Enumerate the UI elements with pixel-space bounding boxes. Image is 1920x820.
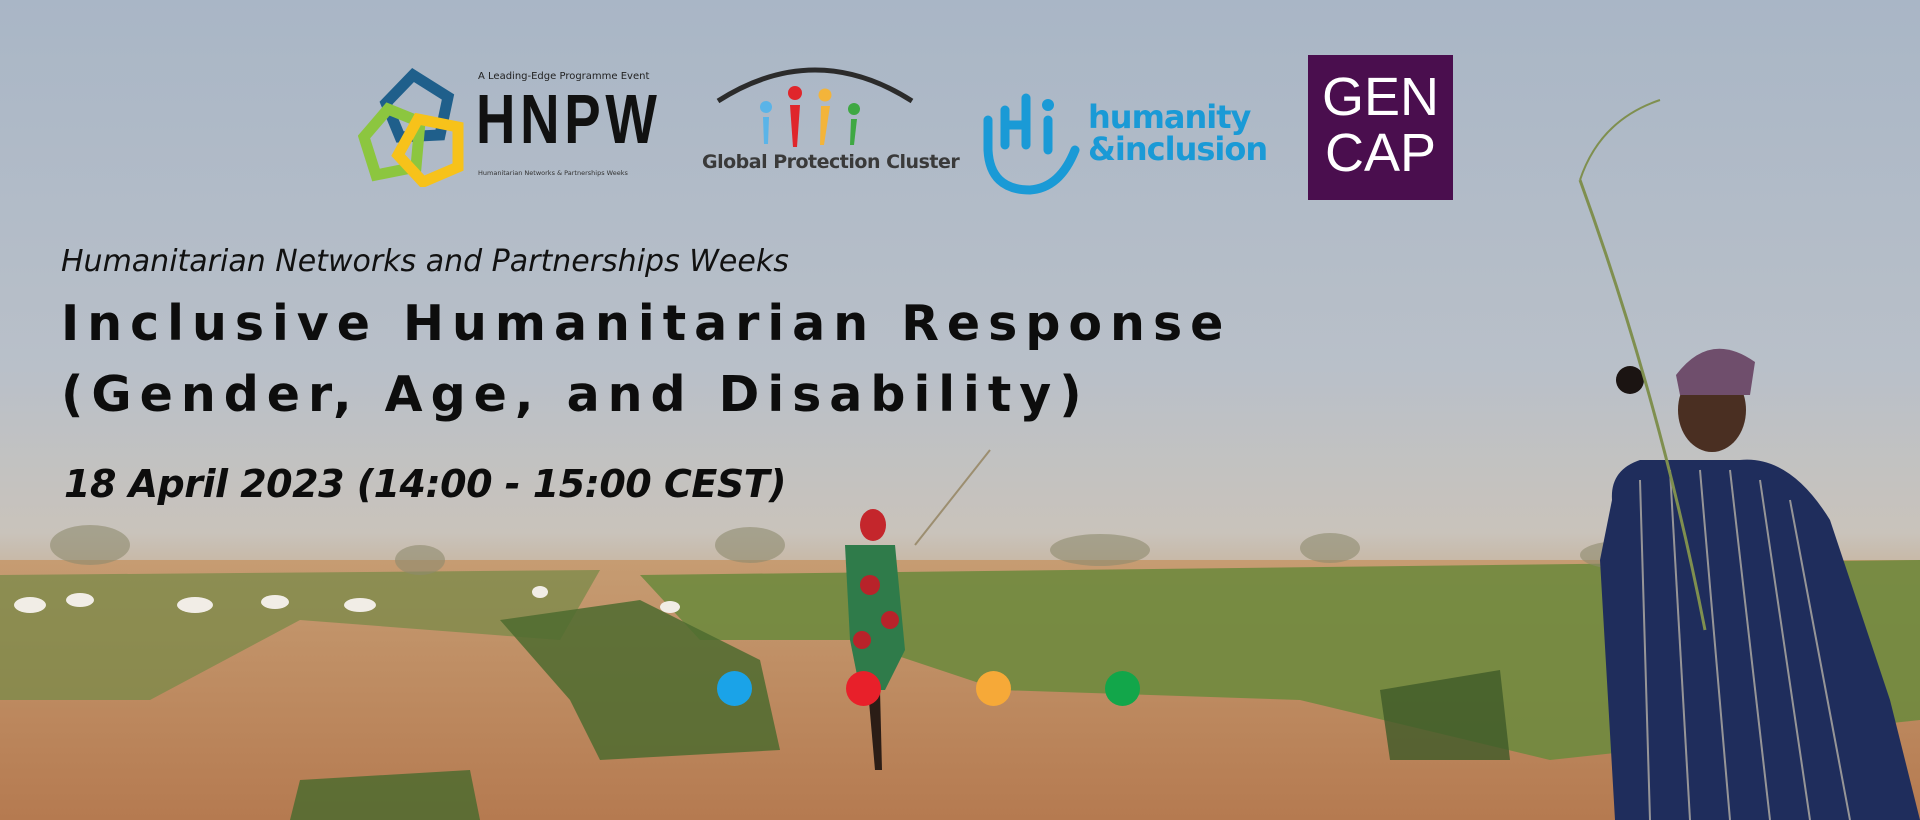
hi-line1: humanity bbox=[1088, 98, 1251, 136]
gencap-logo: GEN CAP bbox=[1308, 55, 1453, 200]
global-protection-cluster-logo: Global Protection Cluster bbox=[700, 59, 960, 184]
hnpw-subtext: Humanitarian Networks & Partnerships Wee… bbox=[478, 169, 628, 177]
green-dot bbox=[1105, 671, 1140, 706]
orange-dot bbox=[976, 671, 1011, 706]
gpc-people-icon bbox=[716, 67, 914, 147]
event-subtitle: Humanitarian Networks and Partnerships W… bbox=[61, 244, 789, 279]
hnpw-tagline: A Leading-Edge Programme Event bbox=[478, 71, 650, 82]
running-child bbox=[845, 449, 991, 770]
blue-dot bbox=[717, 671, 752, 706]
gencap-line1: GEN bbox=[1321, 67, 1440, 127]
gpc-name: Global Protection Cluster bbox=[702, 151, 960, 173]
event-title: Inclusive Humanitarian Response (Gender,… bbox=[61, 288, 1231, 430]
event-title-line2: (Gender, Age, and Disability) bbox=[61, 366, 1090, 423]
hnpw-pentagon-icon bbox=[358, 67, 464, 187]
gencap-line2: CAP bbox=[1324, 123, 1437, 183]
hi-hand-icon bbox=[983, 93, 1080, 195]
hnpw-name: HNPW bbox=[476, 80, 662, 158]
event-title-line1: Inclusive Humanitarian Response bbox=[61, 295, 1232, 352]
standing-girl bbox=[1578, 99, 1920, 820]
hnpw-logo: A Leading-Edge Programme Event HNPW Huma… bbox=[358, 67, 678, 187]
humanity-inclusion-logo: humanity &inclusion bbox=[980, 90, 1290, 195]
event-date: 18 April 2023 (14:00 - 15:00 CEST) bbox=[64, 462, 786, 506]
hi-line2: &inclusion bbox=[1088, 130, 1268, 168]
red-dot bbox=[846, 671, 881, 706]
